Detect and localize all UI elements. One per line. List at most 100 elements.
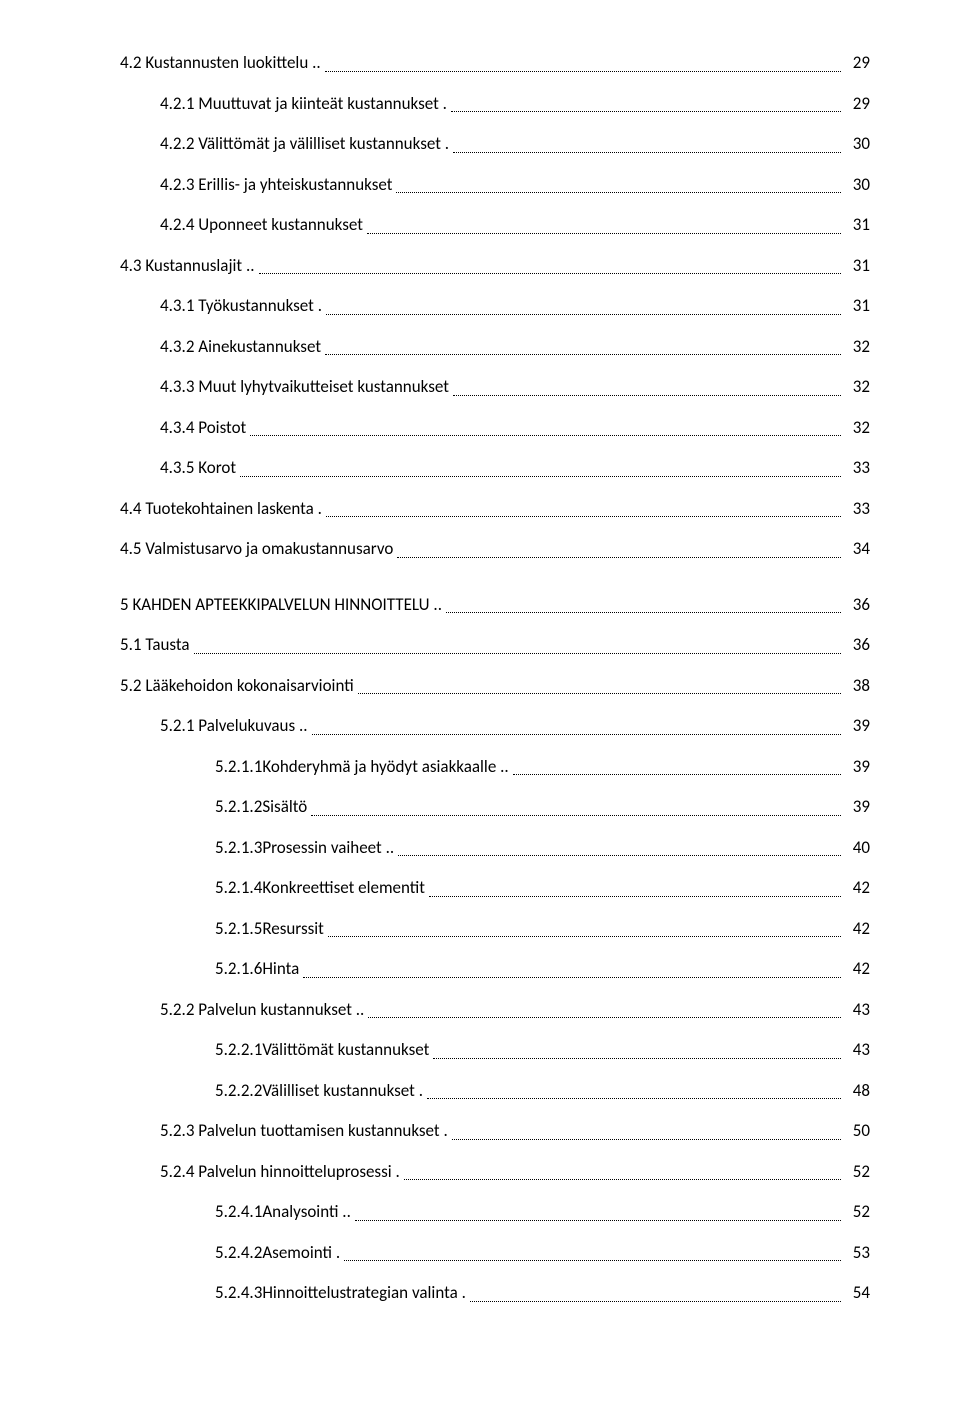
toc-label: 5.2.1 Palvelukuvaus ..: [160, 713, 308, 739]
toc-label: 5.2.2 Palvelun kustannukset ..: [160, 997, 364, 1023]
toc-leader: [453, 395, 841, 396]
toc-page-number: 48: [845, 1078, 870, 1104]
toc-row: 4.3.1 Työkustannukset . 31: [120, 293, 870, 319]
toc-leader: [355, 1220, 841, 1221]
toc-row: 5.2.2 Palvelun kustannukset .. 43: [120, 997, 870, 1023]
toc-page-number: 32: [845, 374, 870, 400]
toc-row: 4.3.5 Korot33: [120, 455, 870, 481]
toc-row: 5.2.3 Palvelun tuottamisen kustannukset …: [120, 1118, 870, 1144]
toc-row: 4.3.4 Poistot32: [120, 415, 870, 441]
toc-page-number: 31: [845, 212, 870, 238]
toc-leader: [250, 435, 841, 436]
toc-leader: [404, 1179, 841, 1180]
toc-page-number: 42: [845, 956, 870, 982]
toc-row: 5.2.4.2Asemointi . 53: [120, 1240, 870, 1266]
toc-leader: [240, 476, 841, 477]
toc-leader: [427, 1098, 841, 1099]
toc-label: 5.2.1.5Resurssit: [215, 916, 324, 942]
toc-page-number: 42: [845, 916, 870, 942]
toc-leader: [325, 354, 841, 355]
toc-leader: [396, 192, 840, 193]
toc-row: 5.2.2.2Välilliset kustannukset . 48: [120, 1078, 870, 1104]
toc-page-number: 40: [845, 835, 870, 861]
toc-leader: [367, 233, 841, 234]
toc-leader: [194, 653, 841, 654]
toc-label: 5.2.2.1Välittömät kustannukset: [215, 1037, 429, 1063]
toc-page-number: 31: [845, 253, 870, 279]
toc-row: 5.2.1.1Kohderyhmä ja hyödyt asiakkaalle …: [120, 754, 870, 780]
toc-leader: [344, 1260, 841, 1261]
toc-page-number: 33: [845, 496, 870, 522]
toc-row: 5.2 Lääkehoidon kokonaisarviointi 38: [120, 673, 870, 699]
toc-page-number: 36: [845, 632, 870, 658]
toc-leader: [368, 1017, 840, 1018]
toc-row: 5.2.1.3Prosessin vaiheet .. 40: [120, 835, 870, 861]
toc-row: 5.2.4.1Analysointi ..52: [120, 1199, 870, 1225]
toc-row: 4.2 Kustannusten luokittelu ..29: [120, 50, 870, 76]
toc-label: 4.3.1 Työkustannukset .: [160, 293, 322, 319]
toc-label: 5.2.3 Palvelun tuottamisen kustannukset …: [160, 1118, 448, 1144]
toc-page-number: 31: [845, 293, 870, 319]
toc-leader: [397, 557, 840, 558]
toc-row: 4.2.4 Uponneet kustannukset31: [120, 212, 870, 238]
toc-label: 4.3.2 Ainekustannukset: [160, 334, 321, 360]
toc-leader: [328, 936, 841, 937]
toc-leader: [513, 774, 841, 775]
toc-leader: [429, 896, 841, 897]
toc-page-number: 54: [845, 1280, 870, 1306]
toc-row: 4.3.2 Ainekustannukset 32: [120, 334, 870, 360]
toc-leader: [326, 314, 841, 315]
table-of-contents: 4.2 Kustannusten luokittelu ..29 4.2.1 Mu…: [120, 50, 870, 1306]
toc-leader: [312, 734, 841, 735]
toc-page-number: 52: [845, 1199, 870, 1225]
toc-row: 5.2.1.6Hinta42: [120, 956, 870, 982]
toc-page-number: 39: [845, 754, 870, 780]
toc-page-number: 30: [845, 172, 870, 198]
toc-leader: [451, 111, 841, 112]
toc-row: 5.2.1.5Resurssit 42: [120, 916, 870, 942]
toc-page-number: 29: [845, 50, 870, 76]
toc-page-number: 53: [845, 1240, 870, 1266]
toc-page-number: 32: [845, 334, 870, 360]
toc-row: 5.2.1.2Sisältö39: [120, 794, 870, 820]
toc-row: 4.2.1 Muuttuvat ja kiinteät kustannukset…: [120, 91, 870, 117]
toc-label: 5 KAHDEN APTEEKKIPALVELUN HINNOITTELU ..: [120, 592, 442, 618]
toc-leader: [326, 516, 841, 517]
toc-row: 5.2.1 Palvelukuvaus .. 39: [120, 713, 870, 739]
toc-label: 4.3.5 Korot: [160, 455, 236, 481]
toc-leader: [303, 977, 841, 978]
toc-page-number: 42: [845, 875, 870, 901]
toc-leader: [433, 1058, 840, 1059]
toc-row: 5 KAHDEN APTEEKKIPALVELUN HINNOITTELU ..…: [120, 592, 870, 618]
toc-label: 4.2.1 Muuttuvat ja kiinteät kustannukset…: [160, 91, 447, 117]
toc-page-number: 39: [845, 713, 870, 739]
toc-label: 5.2.1.3Prosessin vaiheet ..: [215, 835, 394, 861]
toc-page-number: 50: [845, 1118, 870, 1144]
toc-row: 4.2.3 Erillis- ja yhteiskustannukset 30: [120, 172, 870, 198]
toc-row: 4.4 Tuotekohtainen laskenta . 33: [120, 496, 870, 522]
toc-leader: [452, 1139, 841, 1140]
toc-leader: [259, 273, 841, 274]
toc-page-number: 43: [845, 997, 870, 1023]
toc-label: 4.4 Tuotekohtainen laskenta .: [120, 496, 322, 522]
toc-leader: [453, 152, 841, 153]
toc-leader: [470, 1301, 841, 1302]
toc-page-number: 52: [845, 1159, 870, 1185]
toc-page-number: 38: [845, 673, 870, 699]
toc-page-number: 34: [845, 536, 870, 562]
toc-row: 4.2.2 Välittömät ja välilliset kustannuk…: [120, 131, 870, 157]
toc-label: 4.5 Valmistusarvo ja omakustannusarvo: [120, 536, 393, 562]
toc-page-number: 36: [845, 592, 870, 618]
toc-leader: [358, 693, 841, 694]
toc-label: 4.2.3 Erillis- ja yhteiskustannukset: [160, 172, 392, 198]
toc-label: 5.1 Tausta: [120, 632, 190, 658]
toc-leader: [325, 71, 841, 72]
toc-label: 5.2.2.2Välilliset kustannukset .: [215, 1078, 423, 1104]
toc-label: 4.3.3 Muut lyhytvaikutteiset kustannukse…: [160, 374, 449, 400]
toc-label: 5.2.4.2Asemointi .: [215, 1240, 340, 1266]
toc-label: 5.2.1.1Kohderyhmä ja hyödyt asiakkaalle …: [215, 754, 509, 780]
toc-row: 5.2.4 Palvelun hinnoitteluprosessi .52: [120, 1159, 870, 1185]
toc-page-number: 39: [845, 794, 870, 820]
toc-label: 5.2 Lääkehoidon kokonaisarviointi: [120, 673, 354, 699]
toc-label: 5.2.1.4Konkreettiset elementit: [215, 875, 425, 901]
